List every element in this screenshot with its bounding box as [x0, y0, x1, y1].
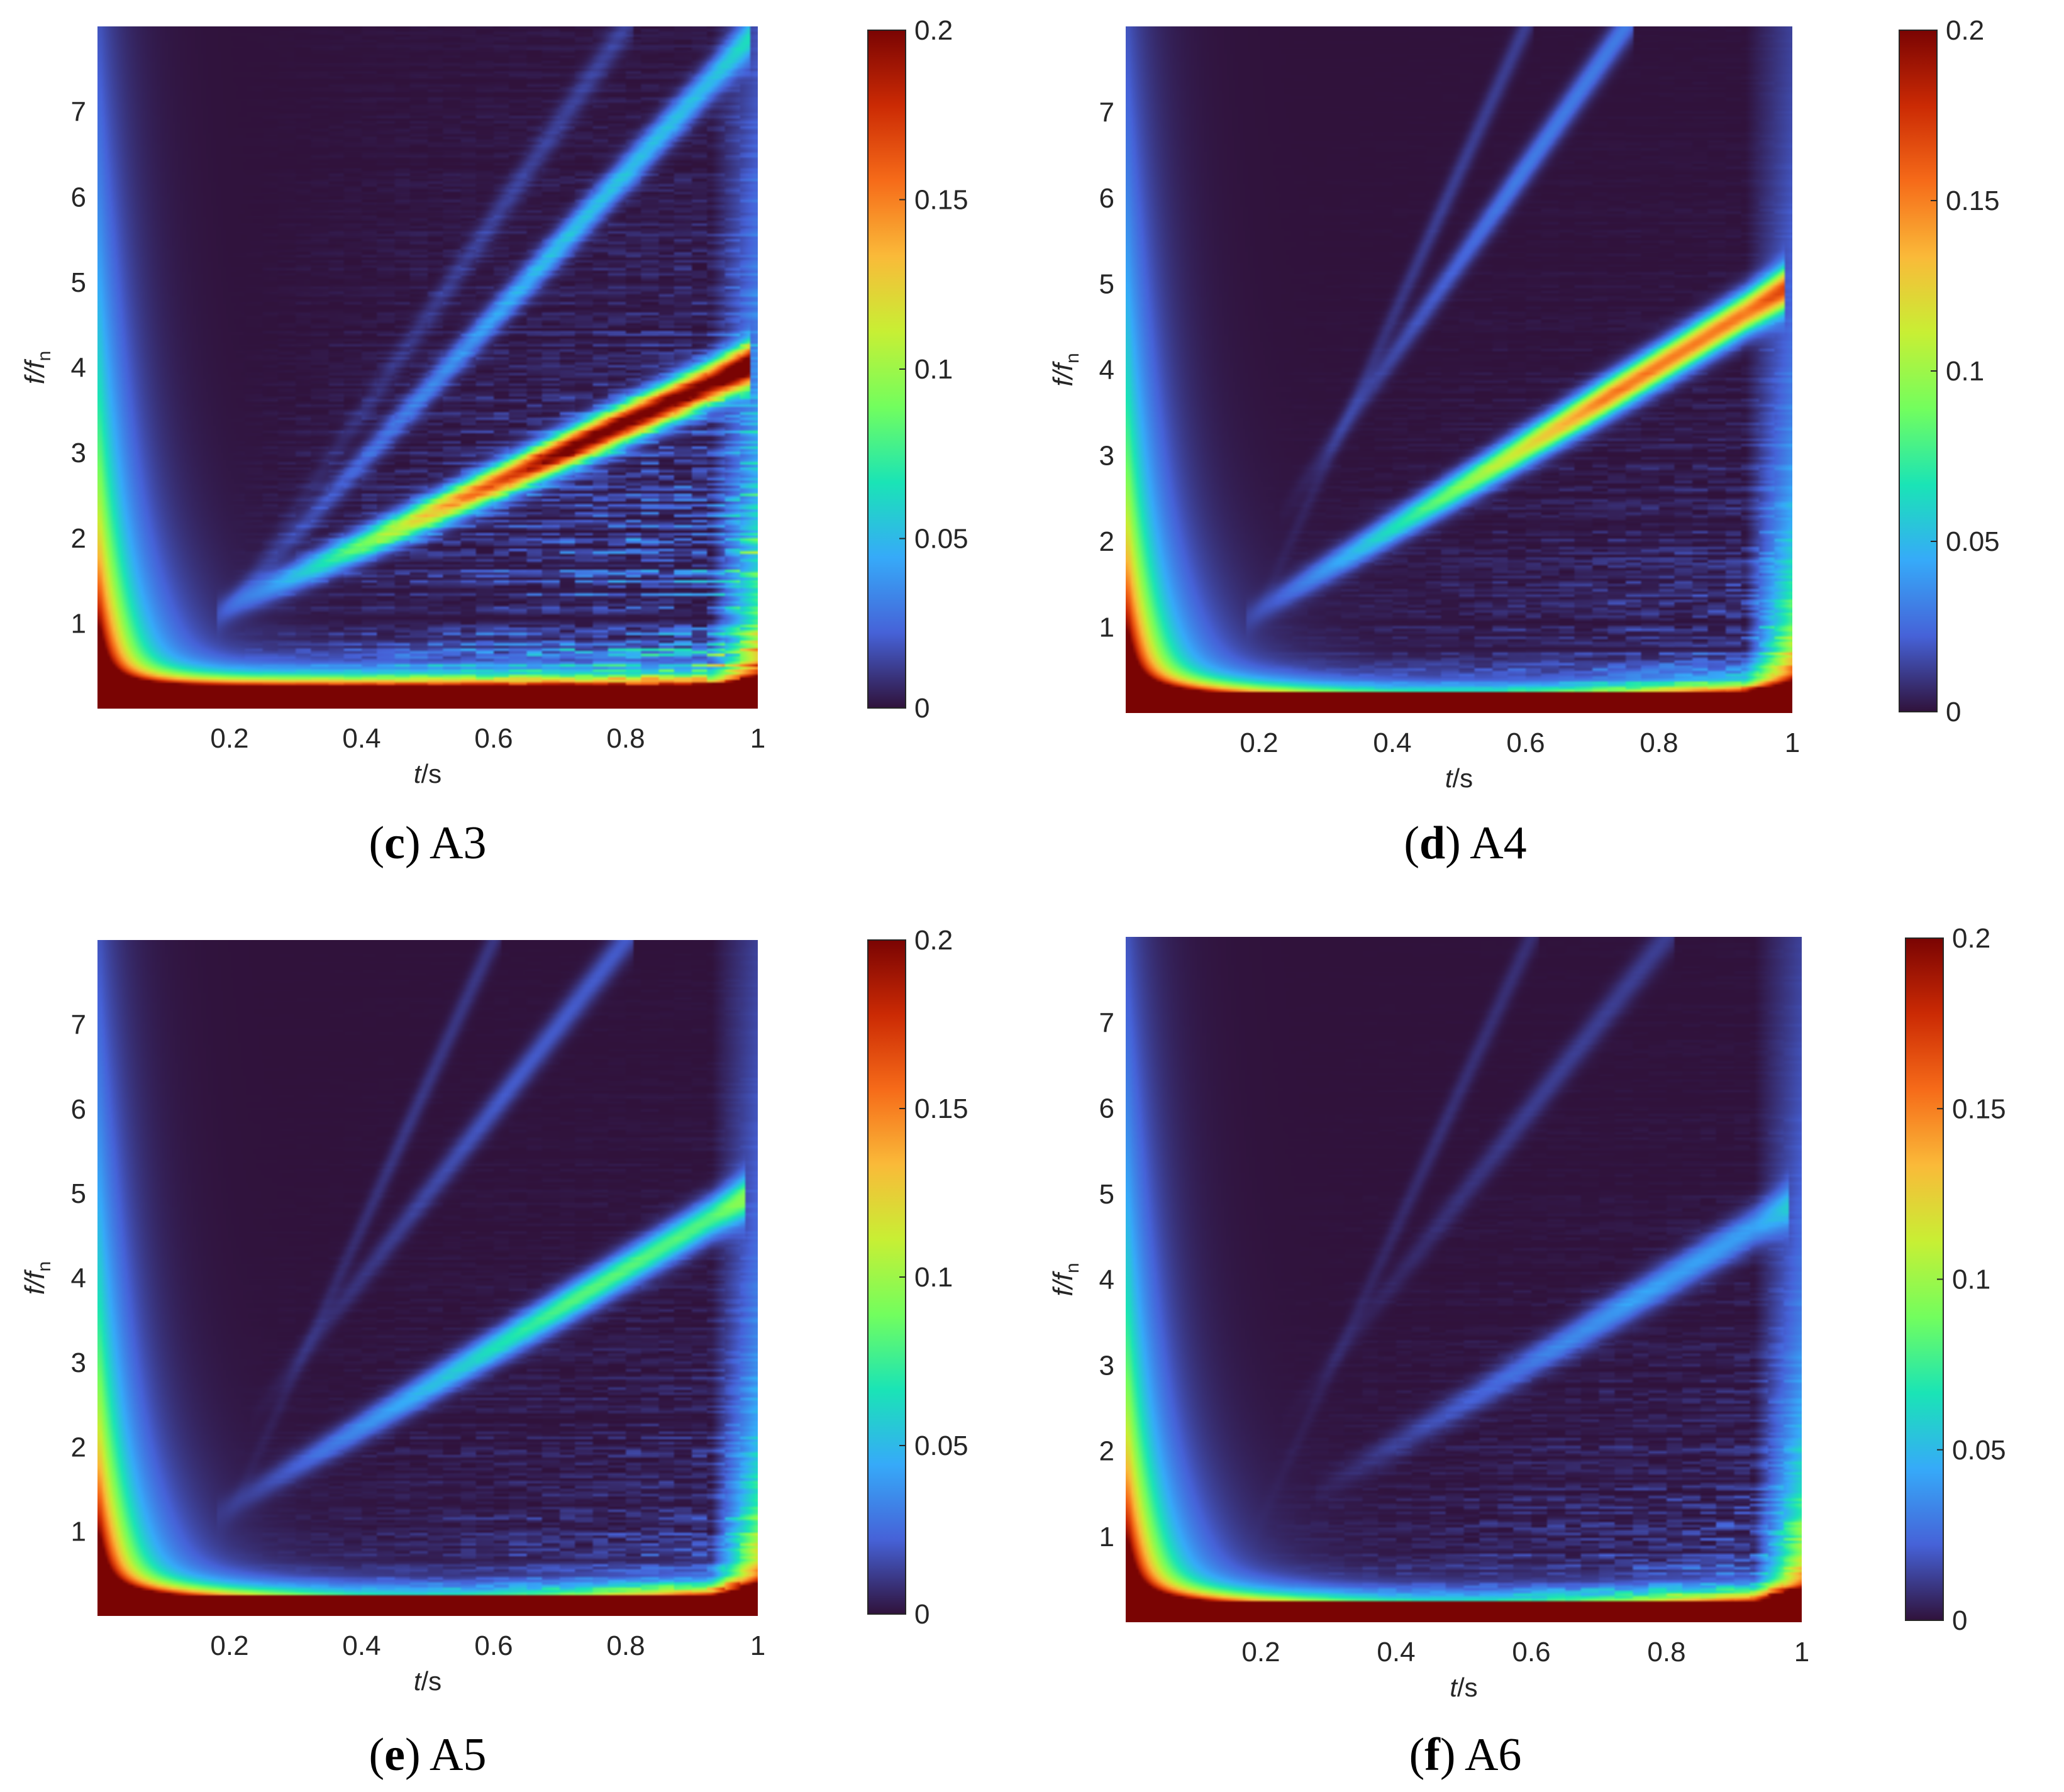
colorbar-tick-label: 0.05	[1946, 526, 2000, 557]
colorbar-tick-label: 0	[1952, 1605, 1967, 1636]
x-axis-label: t/s	[1450, 1673, 1477, 1702]
y-tick-label: 3	[1099, 441, 1114, 472]
colorbar-tick-label: 0	[914, 1599, 929, 1630]
x-tick-label: 0.8	[606, 723, 645, 754]
x-tick-label: 0.6	[1506, 727, 1545, 758]
x-tick-label: 0.8	[1640, 727, 1678, 758]
x-tick-label: 0.2	[1240, 727, 1278, 758]
colorbar-tick-label: 0	[1946, 697, 1961, 727]
x-tick-label: 0.4	[1373, 727, 1411, 758]
colorbar-tick-label: 0.15	[1946, 185, 2000, 216]
colorbar-tick-label: 0.05	[1952, 1435, 2006, 1466]
colorbar-tick-label: 0.2	[1952, 923, 1990, 954]
y-axis-label: f/fn	[19, 351, 55, 384]
panel-c: 0.2 0.4 0.6 0.8 1 1 2 3 4 5 6 7 t/s f/fn 0 0.05 0.1 0.15 0…	[19, 15, 968, 869]
x-tick-label: 0.6	[1512, 1637, 1550, 1668]
y-tick-label: 4	[71, 353, 86, 384]
heatmap-image	[1126, 937, 1802, 1622]
y-tick-label: 1	[1099, 1522, 1114, 1552]
y-tick-label: 2	[1099, 1436, 1114, 1467]
colorbar-tick-label: 0.1	[914, 1262, 953, 1293]
x-tick-label: 0.4	[1377, 1637, 1415, 1668]
y-tick-label: 2	[1099, 526, 1114, 557]
panel-e: 0.2 0.4 0.6 0.8 1 1 2 3 4 5 6 7 t/s f/fn 0 0.05 0.1 0.15 0…	[19, 925, 968, 1781]
y-tick-label: 4	[1099, 1264, 1114, 1295]
y-tick-label: 3	[71, 1347, 86, 1378]
panel-caption: (e) A5	[369, 1729, 486, 1781]
x-axis-label: t/s	[1445, 763, 1473, 793]
y-tick-label: 1	[71, 608, 86, 639]
x-tick-label: 0.6	[474, 1630, 513, 1661]
x-tick-label: 0.2	[210, 723, 248, 754]
colorbar-tick-label: 0.15	[1952, 1093, 2006, 1124]
y-tick-label: 1	[1099, 612, 1114, 643]
y-tick-label: 4	[71, 1263, 86, 1294]
x-tick-label: 1	[1794, 1637, 1809, 1668]
x-tick-label: 0.4	[342, 1630, 380, 1661]
colorbar-tick-label: 0.1	[914, 354, 953, 385]
colorbar-tick-label: 0	[914, 693, 929, 724]
y-tick-label: 6	[71, 182, 86, 213]
colorbar-tick-label: 0.2	[914, 925, 953, 956]
colorbar-tick-label: 0.15	[914, 1093, 968, 1124]
heatmap-image	[1126, 26, 1792, 713]
y-tick-label: 6	[1099, 183, 1114, 214]
y-tick-label: 7	[1099, 97, 1114, 128]
x-tick-label: 0.6	[474, 723, 513, 754]
y-axis-label: f/fn	[1048, 1263, 1083, 1296]
x-tick-label: 0.8	[1647, 1637, 1685, 1668]
panel-d: 0.2 0.4 0.6 0.8 1 1 2 3 4 5 6 7 t/s f/fn 0 0.05 0.1 0.15 0…	[1048, 15, 2000, 869]
x-tick-label: 0.8	[606, 1630, 645, 1661]
heatmap-image	[97, 940, 758, 1616]
y-tick-label: 1	[71, 1517, 86, 1547]
y-tick-label: 4	[1099, 355, 1114, 385]
y-tick-label: 5	[71, 267, 86, 298]
panel-caption: (f) A6	[1409, 1729, 1522, 1781]
x-tick-label: 1	[750, 1630, 765, 1661]
panel-caption: (c) A3	[369, 817, 486, 869]
y-tick-label: 5	[1099, 269, 1114, 300]
y-tick-label: 2	[71, 523, 86, 554]
y-axis-label: f/fn	[19, 1261, 55, 1295]
x-tick-label: 0.4	[342, 723, 380, 754]
y-tick-label: 5	[1099, 1179, 1114, 1210]
x-tick-label: 0.2	[210, 1630, 248, 1661]
panel-f: 0.2 0.4 0.6 0.8 1 1 2 3 4 5 6 7 t/s f/fn 0 0.05 0.1 0.15 0…	[1048, 923, 2006, 1781]
x-tick-label: 1	[1785, 727, 1800, 758]
colorbar-tick-label: 0.2	[914, 15, 953, 46]
y-tick-label: 7	[71, 97, 86, 128]
colorbar-tick-label: 0.15	[914, 185, 968, 216]
y-tick-label: 3	[1099, 1350, 1114, 1381]
y-tick-label: 5	[71, 1178, 86, 1209]
y-axis-label: f/fn	[1048, 353, 1083, 386]
colorbar-tick-label: 0.05	[914, 1430, 968, 1461]
x-axis-label: t/s	[414, 1666, 441, 1696]
y-tick-label: 7	[1099, 1007, 1114, 1038]
y-tick-label: 7	[71, 1009, 86, 1040]
x-tick-label: 0.2	[1241, 1637, 1280, 1668]
colorbar-tick-label: 0.1	[1946, 356, 1984, 387]
colorbar-tick-label: 0.2	[1946, 15, 1984, 46]
x-axis-label: t/s	[414, 759, 441, 788]
heatmap-image	[97, 26, 758, 709]
y-tick-label: 6	[71, 1094, 86, 1125]
x-tick-label: 1	[750, 723, 765, 754]
y-tick-label: 2	[71, 1432, 86, 1463]
panel-caption: (d) A4	[1404, 817, 1526, 869]
y-tick-label: 6	[1099, 1093, 1114, 1124]
colorbar-tick-label: 0.05	[914, 524, 968, 555]
y-tick-label: 3	[71, 438, 86, 468]
colorbar-tick-label: 0.1	[1952, 1264, 1990, 1295]
